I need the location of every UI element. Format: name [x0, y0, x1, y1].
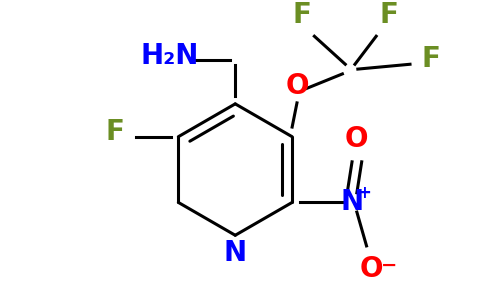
Text: F: F	[422, 45, 441, 74]
Text: F: F	[105, 118, 124, 146]
Text: F: F	[379, 1, 398, 29]
Text: −: −	[380, 256, 397, 275]
Text: O: O	[360, 255, 383, 283]
Text: N: N	[224, 239, 247, 267]
Text: N: N	[340, 188, 363, 216]
Text: F: F	[292, 1, 311, 29]
Text: +: +	[358, 184, 372, 202]
Text: O: O	[345, 125, 369, 153]
Text: H₂N: H₂N	[140, 42, 199, 70]
Text: O: O	[285, 73, 309, 100]
